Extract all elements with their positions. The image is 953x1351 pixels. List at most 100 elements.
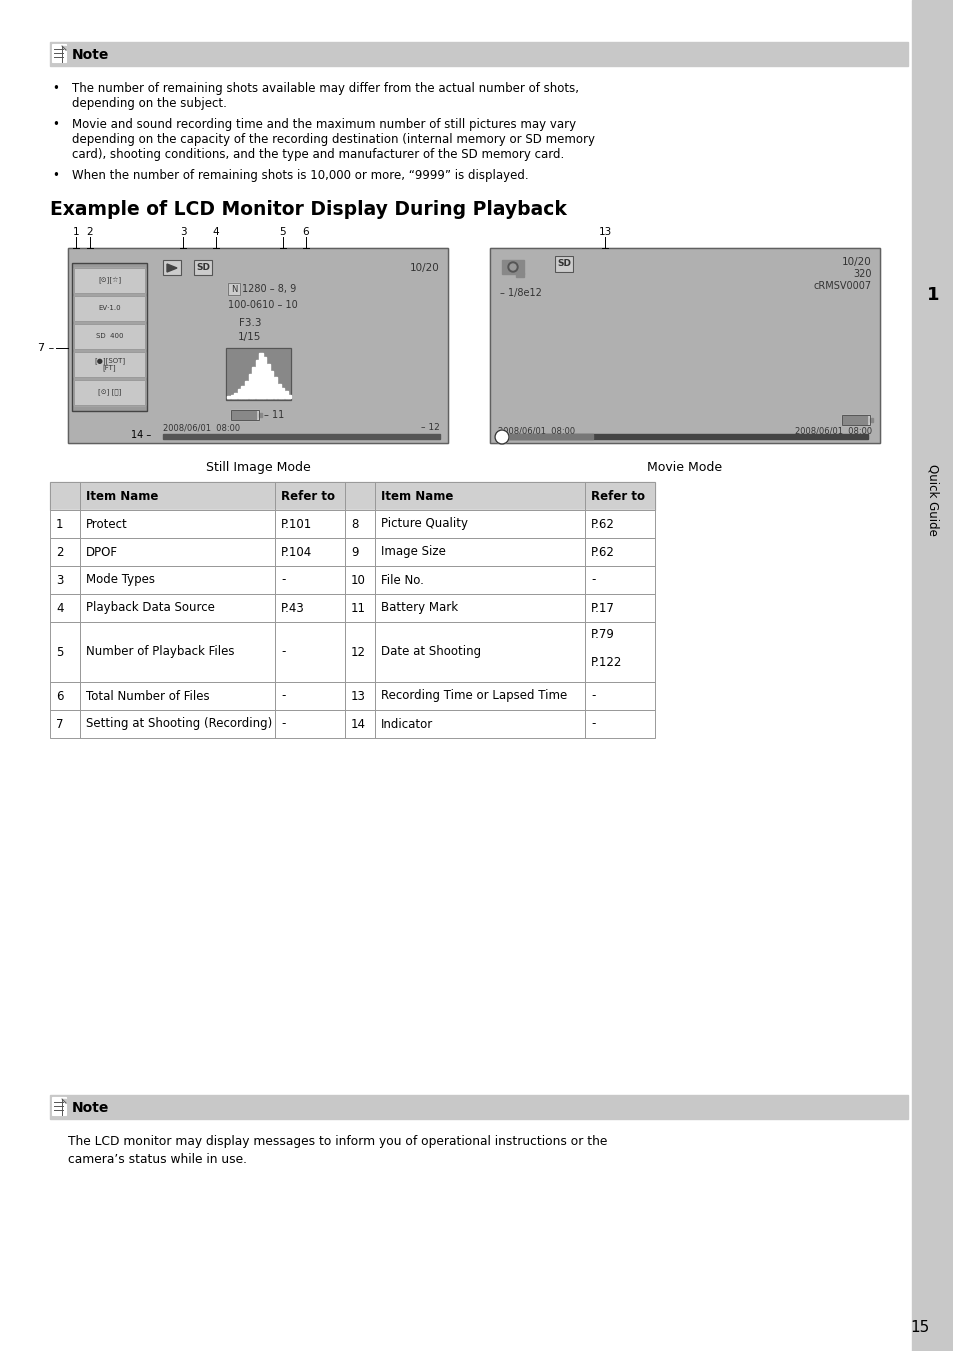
Bar (68, 249, 448, 443)
Bar (50, 566, 80, 594)
Bar (584, 509, 655, 538)
Bar (584, 621, 655, 682)
Text: – 12: – 12 (421, 423, 439, 432)
Bar (71, 263, 147, 411)
Bar (74, 296, 145, 322)
Bar (50, 509, 80, 538)
Bar (345, 482, 375, 509)
Bar (193, 259, 212, 276)
Text: 7: 7 (56, 717, 64, 731)
Bar (267, 363, 270, 399)
Text: -: - (590, 717, 595, 731)
Bar (375, 594, 584, 621)
Text: 6: 6 (302, 227, 309, 236)
Bar (375, 711, 584, 738)
Text: 1280 – 8, 9: 1280 – 8, 9 (242, 284, 296, 295)
Text: 6: 6 (56, 689, 64, 703)
Text: 4: 4 (213, 227, 219, 236)
Bar (50, 682, 80, 711)
Bar (274, 594, 345, 621)
Bar (274, 377, 276, 399)
Bar (80, 538, 274, 566)
Text: -: - (590, 574, 595, 586)
Bar (258, 413, 262, 417)
Bar (245, 381, 248, 399)
Bar (193, 259, 212, 276)
Bar (270, 370, 274, 399)
Text: [⊙] [✋]: [⊙] [✋] (98, 389, 121, 396)
Bar (80, 566, 274, 594)
Text: P.79: P.79 (590, 628, 615, 640)
Bar (345, 711, 375, 738)
Text: 9: 9 (351, 546, 358, 558)
Bar (50, 538, 80, 566)
Bar (234, 393, 237, 399)
Bar (50, 711, 80, 738)
Bar (241, 386, 244, 399)
Bar (911, 0, 953, 1351)
Bar (274, 594, 345, 621)
Polygon shape (167, 263, 177, 272)
Bar (226, 349, 291, 400)
Bar (501, 434, 867, 439)
Bar (274, 711, 345, 738)
Text: – 11: – 11 (264, 409, 284, 420)
Polygon shape (62, 46, 66, 50)
Bar (52, 1097, 66, 1115)
Bar (584, 711, 655, 738)
Text: 2: 2 (56, 546, 64, 558)
Text: Image Size: Image Size (380, 546, 445, 558)
Text: 12: 12 (351, 646, 366, 658)
Text: 2: 2 (87, 227, 93, 236)
Text: SD: SD (195, 262, 210, 272)
Text: SD: SD (557, 259, 571, 269)
Bar (74, 324, 145, 349)
Text: 3: 3 (179, 227, 186, 236)
Bar (274, 509, 345, 538)
Text: Note: Note (71, 1101, 110, 1115)
Text: 10/20: 10/20 (410, 263, 439, 273)
Text: Note: Note (71, 49, 110, 62)
Bar (345, 682, 375, 711)
Bar (345, 621, 375, 682)
Bar (584, 538, 655, 566)
Text: 13: 13 (351, 689, 366, 703)
Bar (80, 594, 274, 621)
Text: The number of remaining shots available may differ from the actual number of sho: The number of remaining shots available … (71, 82, 578, 95)
Bar (80, 509, 274, 538)
Bar (274, 621, 345, 682)
Bar (584, 538, 655, 566)
Bar (68, 249, 448, 443)
Bar (490, 249, 879, 443)
Text: card), shooting conditions, and the type and manufacturer of the SD memory card.: card), shooting conditions, and the type… (71, 149, 563, 161)
Text: 15: 15 (909, 1320, 928, 1336)
Bar (232, 411, 255, 419)
Text: 13: 13 (598, 227, 611, 236)
Bar (259, 354, 262, 399)
Bar (584, 594, 655, 621)
Text: 2008/06/01  08:00: 2008/06/01 08:00 (497, 427, 575, 435)
Bar (74, 267, 145, 293)
Bar (345, 711, 375, 738)
Text: 3: 3 (56, 574, 63, 586)
Bar (281, 388, 284, 399)
Bar (255, 361, 258, 399)
Bar (375, 538, 584, 566)
Bar (274, 482, 345, 509)
Text: 1/15: 1/15 (238, 332, 261, 342)
Bar (163, 434, 439, 439)
Text: Refer to: Refer to (281, 489, 335, 503)
Bar (584, 482, 655, 509)
Text: 5: 5 (279, 227, 286, 236)
Bar (584, 621, 655, 682)
Text: 320: 320 (853, 269, 871, 280)
Text: •: • (52, 82, 59, 95)
Polygon shape (62, 1098, 66, 1102)
Bar (375, 621, 584, 682)
Bar (80, 509, 274, 538)
Text: P.62: P.62 (590, 517, 615, 531)
Bar (345, 594, 375, 621)
Text: Picture Quality: Picture Quality (380, 517, 468, 531)
Text: 5: 5 (56, 646, 63, 658)
Bar (231, 409, 258, 420)
